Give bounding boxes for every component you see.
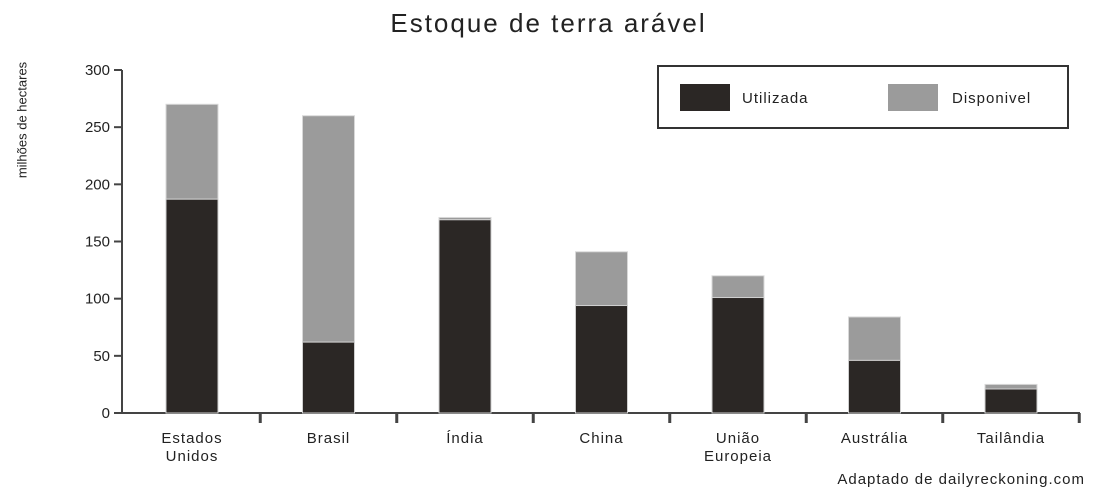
bar-disponivel <box>302 115 355 343</box>
y-tick-label: 0 <box>102 405 110 422</box>
bar-utilizada <box>165 198 219 414</box>
y-tick-label: 150 <box>85 234 110 251</box>
x-category-label: Austrália <box>841 430 908 447</box>
source-note: Adaptado de dailyreckoning.com <box>837 471 1085 488</box>
legend-swatch-disponivel <box>888 84 938 111</box>
x-category-label: Unidos <box>166 448 219 465</box>
legend-label-disponivel: Disponivel <box>952 90 1031 107</box>
y-tick-label: 50 <box>93 348 110 365</box>
bar-disponivel <box>848 316 901 361</box>
y-tick-label: 250 <box>85 119 110 136</box>
x-category-label: Estados <box>161 430 222 447</box>
x-category-label: Europeia <box>704 448 772 465</box>
bar-utilizada <box>438 219 492 414</box>
y-tick-label: 200 <box>85 176 110 193</box>
x-category-label: China <box>579 430 623 447</box>
bar-utilizada <box>848 359 901 414</box>
bar-disponivel <box>575 251 628 307</box>
bar-utilizada <box>984 388 1038 414</box>
x-category-label: Índia <box>446 430 484 447</box>
x-category-label: Tailândia <box>977 430 1045 447</box>
bar-utilizada <box>711 297 765 414</box>
y-tick-label: 100 <box>85 291 110 308</box>
x-category-label: Brasil <box>307 430 351 447</box>
chart-title: Estoque de terra arável <box>390 8 707 38</box>
x-category-label: União <box>716 430 760 447</box>
y-tick-label: 300 <box>85 62 110 79</box>
bar-disponivel <box>711 275 765 299</box>
bars <box>165 103 1038 414</box>
legend: Utilizada Disponivel <box>657 65 1069 129</box>
legend-swatch-utilizada <box>680 84 730 111</box>
y-axis: 0 50 100 150 200 250 300 <box>85 62 123 422</box>
bar-utilizada <box>575 305 628 414</box>
bar-utilizada <box>302 341 355 414</box>
bar-disponivel <box>165 103 219 200</box>
bar-disponivel <box>984 383 1038 390</box>
legend-label-utilizada: Utilizada <box>742 90 809 107</box>
